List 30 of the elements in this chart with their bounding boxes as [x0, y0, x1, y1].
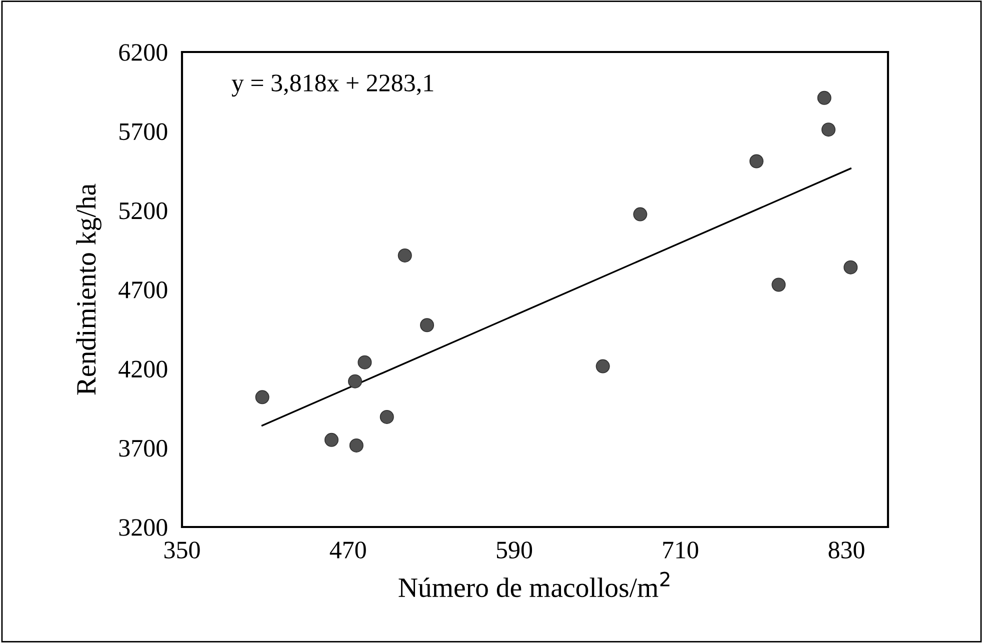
point	[817, 90, 832, 105]
x-tick-label: 590	[496, 542, 532, 558]
y-tick-label: 3700	[119, 440, 168, 457]
point	[844, 260, 858, 274]
y-tick-label: 3200	[119, 519, 168, 536]
point	[324, 432, 339, 447]
y-axis-title: Rendimiento kg/ha	[76, 184, 102, 395]
point	[358, 355, 372, 370]
point	[633, 207, 648, 222]
x-tick-label: 350	[164, 542, 200, 558]
annotation: y = 3,818x + 2283,1	[232, 74, 434, 97]
point	[348, 374, 362, 388]
x-axis-title: Número de macollos/m$^{2}$	[398, 572, 670, 598]
point	[380, 410, 394, 424]
point	[255, 390, 270, 404]
point	[749, 154, 764, 168]
point	[398, 248, 412, 262]
point	[420, 318, 434, 332]
y-tick-label: 4700	[118, 282, 168, 298]
point	[596, 359, 610, 374]
y-tick-label: 5200	[120, 202, 168, 220]
point	[349, 438, 364, 452]
point	[821, 122, 836, 137]
x-tick-label: 710	[663, 542, 698, 558]
y-tick-label: 6200	[119, 44, 168, 61]
x-tick-label: 470	[330, 542, 366, 558]
x-tick-label: 830	[828, 542, 864, 558]
y-tick-label: 4200	[118, 360, 168, 378]
point	[772, 278, 786, 292]
y-tick-label: 5700	[120, 123, 168, 140]
